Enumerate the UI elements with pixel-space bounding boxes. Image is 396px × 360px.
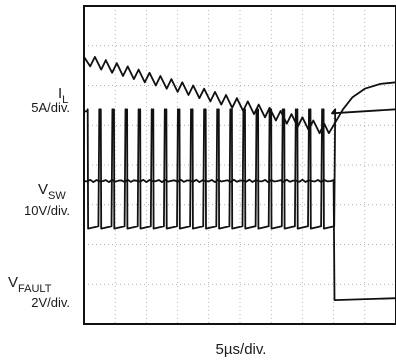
trace-fault-voltage (83, 178, 396, 301)
trace-switch-voltage (84, 108, 396, 230)
trace-inductor-current (83, 56, 396, 135)
x-axis-label: 5µs/div. (216, 341, 267, 358)
channel-label-vsw: VSW (38, 181, 66, 202)
channel-scale-vsw: 10V/div. (24, 203, 70, 218)
channel-scale-vfault: 2V/div. (31, 295, 70, 310)
grid-lines (84, 6, 396, 324)
channel-scale-il: 5A/div. (31, 100, 70, 115)
waveform-traces (83, 56, 396, 301)
plot-frame (83, 5, 396, 325)
channel-label-vfault: VFAULT (8, 274, 52, 295)
channel-label-il: IL (58, 85, 68, 106)
